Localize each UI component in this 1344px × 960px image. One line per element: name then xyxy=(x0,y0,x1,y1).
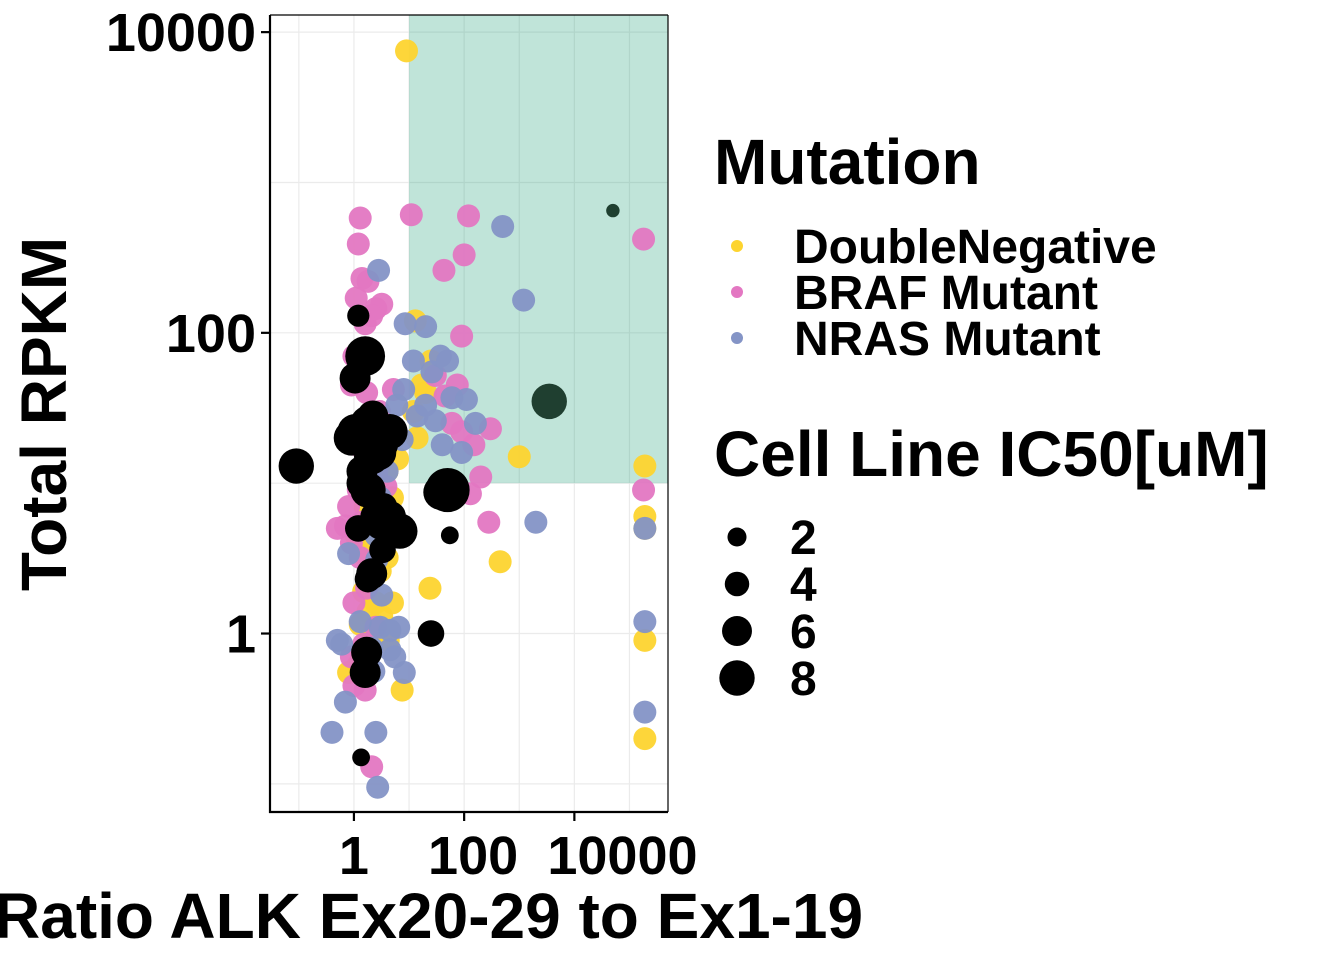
x-axis-title: Ratio ALK Ex20-29 to Ex1-19 xyxy=(0,880,863,952)
data-point-ic50 xyxy=(360,434,397,471)
data-point xyxy=(632,227,656,251)
legend-size-swatch xyxy=(719,660,755,696)
legend-label-mutation: DoubleNegative xyxy=(794,221,1157,274)
y-tick-label: 100 xyxy=(166,304,256,364)
data-point xyxy=(512,288,536,312)
data-point xyxy=(405,404,429,428)
data-point-ic50 xyxy=(347,304,370,327)
data-point-ic50 xyxy=(425,467,470,513)
data-point-ic50 xyxy=(344,515,372,542)
data-point xyxy=(491,214,515,238)
y-tick-label: 10000 xyxy=(106,3,256,63)
data-point xyxy=(348,610,372,634)
series-ic50 xyxy=(278,203,620,767)
data-point xyxy=(399,203,423,227)
data-point xyxy=(348,206,372,230)
data-point-ic50 xyxy=(349,657,381,689)
data-point xyxy=(393,312,417,336)
legend-size-swatch xyxy=(722,616,752,646)
x-tick-label: 100 xyxy=(428,826,518,886)
data-point-ic50 xyxy=(339,362,371,394)
data-point xyxy=(452,243,476,267)
data-point xyxy=(430,433,454,457)
data-point xyxy=(320,720,344,744)
data-point xyxy=(632,478,656,502)
data-point-ic50 xyxy=(606,203,620,218)
plot-axes: 1 100 10000 1 100 10000 xyxy=(106,3,698,886)
data-point-ic50 xyxy=(369,536,396,564)
data-point-ic50 xyxy=(440,526,459,545)
data-point xyxy=(633,628,657,652)
data-point xyxy=(346,232,370,256)
data-point xyxy=(477,510,501,534)
data-point xyxy=(488,550,512,574)
data-point xyxy=(414,315,438,339)
data-point-ic50 xyxy=(352,748,371,767)
legend-label-size: 6 xyxy=(790,606,817,659)
panel-background xyxy=(270,15,668,812)
data-point xyxy=(463,411,487,435)
legend-label-mutation: BRAF Mutant xyxy=(794,267,1098,320)
data-point xyxy=(390,678,414,702)
legend-mutation-title: Mutation xyxy=(714,126,981,198)
legend-label-size: 8 xyxy=(790,653,817,706)
data-point xyxy=(454,388,478,412)
data-point xyxy=(633,454,657,478)
data-point xyxy=(457,204,481,228)
data-point xyxy=(418,576,442,600)
x-tick-label: 1 xyxy=(339,826,369,886)
data-point-ic50 xyxy=(417,620,445,647)
data-point xyxy=(524,510,548,534)
data-point xyxy=(633,516,657,540)
data-point xyxy=(364,720,388,744)
data-point xyxy=(385,393,409,417)
data-point xyxy=(469,465,493,489)
data-point xyxy=(366,775,390,799)
data-point xyxy=(325,628,349,652)
legend-size-swatch xyxy=(727,527,747,547)
y-axis-title: Total RPKM xyxy=(8,237,80,591)
data-point-ic50 xyxy=(531,383,567,420)
legend-label-mutation: NRAS Mutant xyxy=(794,313,1101,366)
data-point xyxy=(367,258,391,282)
data-point xyxy=(392,661,416,685)
legend-swatch-braf-mutant xyxy=(731,286,743,298)
data-point xyxy=(633,610,657,634)
data-point xyxy=(423,409,447,433)
legend-swatch-doublenegative xyxy=(731,240,743,252)
data-point xyxy=(633,700,657,724)
data-point xyxy=(432,258,456,282)
legend-size-swatch xyxy=(724,571,750,597)
legend-ic50-title: Cell Line IC50[uM] xyxy=(714,418,1269,490)
data-point xyxy=(450,324,474,348)
data-point xyxy=(337,542,361,566)
legend-swatch-nras-mutant xyxy=(731,332,743,344)
y-tick-label: 1 xyxy=(226,605,256,665)
x-tick-label: 10000 xyxy=(547,826,697,886)
data-point-ic50 xyxy=(278,448,314,484)
data-point xyxy=(436,349,460,373)
data-point xyxy=(342,591,366,615)
data-point xyxy=(325,516,349,540)
data-point xyxy=(450,440,474,464)
data-point xyxy=(507,445,531,469)
plot-panel xyxy=(270,15,668,812)
data-point xyxy=(387,615,411,639)
data-point xyxy=(333,690,357,714)
legend-label-size: 2 xyxy=(790,512,817,565)
legend-label-size: 4 xyxy=(790,559,817,612)
data-point xyxy=(344,286,368,310)
data-point-ic50 xyxy=(356,558,388,590)
data-point xyxy=(633,727,657,751)
data-point xyxy=(395,39,419,63)
data-point xyxy=(401,349,425,373)
